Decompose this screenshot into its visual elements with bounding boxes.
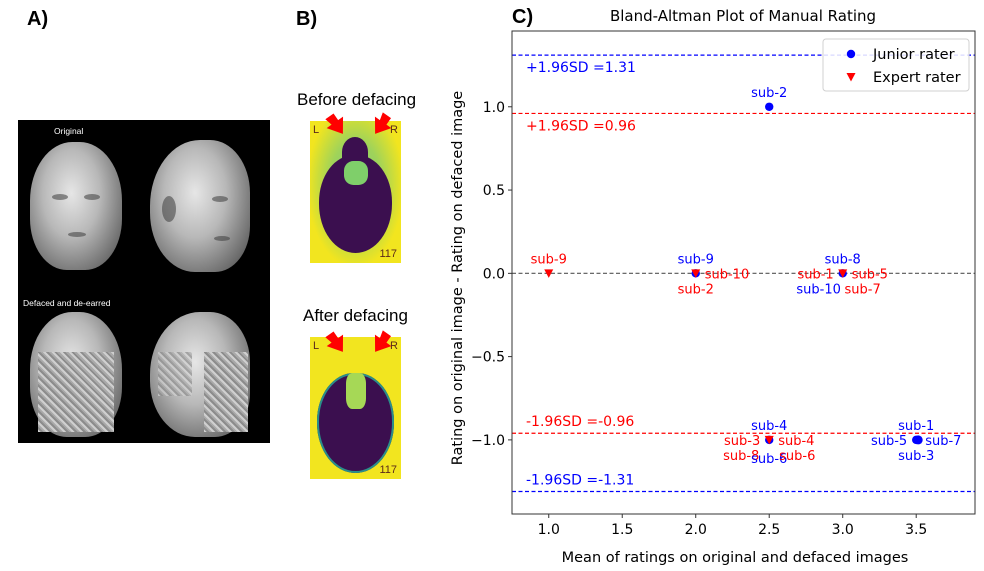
left-marker: L [313, 124, 320, 136]
reference-line-label: -1.96SD =-0.96 [526, 414, 634, 430]
expert-rater-point [764, 435, 774, 445]
frontal-region [346, 373, 366, 409]
panel-b-label: B) [296, 8, 318, 30]
expert-rater-point [691, 269, 701, 278]
slice-number: 117 [379, 248, 397, 260]
panel-c-label: C) [512, 6, 534, 28]
eye-shadow [52, 194, 68, 200]
x-tick-label: 2.5 [758, 522, 780, 538]
head-original-oblique [150, 140, 250, 272]
defaced-caption: Defaced and de-earred [23, 298, 111, 308]
x-axis-label: Mean of ratings on original and defaced … [562, 550, 909, 566]
x-tick-label: 1.5 [611, 522, 633, 538]
data-points [544, 102, 923, 445]
point-annotation: sub-10 [796, 282, 841, 297]
original-caption: Original [54, 126, 84, 136]
arrows-after [325, 330, 392, 352]
junior-rater-point [765, 102, 774, 111]
left-marker: L [313, 340, 320, 352]
after-defacing-title: After defacing [303, 306, 408, 325]
head-original-frontal [30, 142, 122, 270]
x-tick-label: 3.0 [832, 522, 854, 538]
de-earred-region [158, 352, 192, 396]
x-tick-label: 3.5 [905, 522, 927, 538]
defaced-region [204, 352, 248, 432]
legend-circle-marker [846, 49, 856, 59]
legend-entry-label: Expert rater [873, 70, 961, 86]
reference-lines: +1.96SD =1.31 +1.96SD =0.96 -1.96SD =-0.96… [512, 54, 975, 493]
red-arrow-icon [325, 331, 344, 352]
legend-entry-label: Junior rater [872, 47, 955, 63]
mouth-shadow [68, 232, 86, 237]
right-marker: R [390, 124, 398, 136]
point-annotation: sub-2 [751, 86, 787, 101]
mri-slice-before: L R 117 [310, 121, 401, 263]
panel-a-label: A) [27, 8, 49, 30]
point-annotation: sub-2 [678, 282, 714, 297]
sinus-region [344, 161, 368, 185]
ear-shadow [162, 196, 176, 222]
point-annotation: sub-8 [723, 449, 759, 464]
point-annotation: sub-7 [925, 434, 961, 449]
plot-frame [511, 30, 976, 515]
chart-title: Bland-Altman Plot of Manual Rating [610, 7, 876, 25]
legend-triangle-marker [846, 73, 856, 82]
axis-ticks: 1.0 1.5 2.0 2.5 3.0 3.5 1.0 0.5 0.0 −0.5 −1.0 [471, 100, 927, 538]
y-tick-label: 0.0 [483, 266, 505, 282]
before-defacing-title: Before defacing [297, 90, 417, 109]
point-annotation: sub-8 [825, 252, 861, 267]
x-tick-label: 1.0 [538, 522, 560, 538]
mouth-shadow [214, 236, 230, 241]
point-annotation: sub-1 [797, 267, 833, 282]
y-tick-label: −1.0 [471, 433, 505, 449]
point-annotation: sub-9 [531, 252, 567, 267]
head-render-panel: Original Defaced and de-earred [18, 120, 270, 443]
point-annotation: sub-3 [724, 434, 760, 449]
junior-rater-point-overlap [913, 435, 923, 445]
point-annotation: sub-1 [898, 419, 934, 434]
y-axis-label: Rating on original image - Rating on def… [450, 91, 466, 466]
legend: Junior rater Expert rater [822, 38, 970, 92]
point-annotation: sub-9 [678, 252, 714, 267]
reference-line-label: +1.96SD =1.31 [526, 60, 636, 76]
head-defaced-frontal [30, 312, 122, 437]
eye-shadow [84, 194, 100, 200]
point-annotation: sub-4 [778, 434, 814, 449]
point-annotation: sub-10 [705, 267, 750, 282]
head-defaced-oblique [150, 312, 250, 437]
right-marker: R [390, 340, 398, 352]
point-annotation: sub-5 [852, 267, 888, 282]
red-arrow-icon [374, 330, 392, 352]
legend-box [822, 38, 970, 92]
eye-shadow [212, 196, 228, 202]
reference-line-label: +1.96SD =0.96 [526, 118, 636, 134]
x-tick-label: 2.0 [685, 522, 707, 538]
point-annotation: sub-5 [871, 434, 907, 449]
red-arrow-icon [325, 113, 344, 134]
defaced-region [38, 352, 114, 432]
arrows-before [325, 112, 392, 134]
point-annotation: sub-4 [751, 419, 787, 434]
point-annotation: sub-3 [898, 449, 934, 464]
expert-rater-point [838, 269, 848, 278]
y-tick-label: 0.5 [483, 183, 505, 199]
slice-number: 117 [379, 464, 397, 476]
red-arrow-icon [374, 112, 392, 134]
reference-line-label: -1.96SD =-1.31 [526, 473, 634, 489]
mri-slice-after: L R 117 [310, 337, 401, 479]
y-tick-label: 1.0 [483, 100, 505, 116]
y-tick-label: −0.5 [471, 350, 505, 366]
point-annotation: sub-6 [779, 449, 815, 464]
expert-rater-point [544, 269, 554, 278]
point-annotation: sub-6 [751, 452, 787, 467]
point-annotation: sub-7 [845, 282, 881, 297]
